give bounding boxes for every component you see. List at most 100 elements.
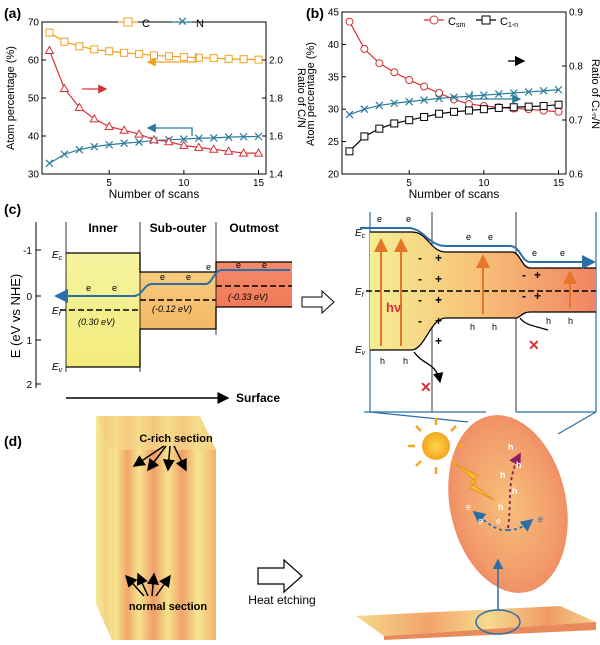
electron-path-d-right bbox=[507, 518, 534, 532]
ev-label: Ev bbox=[52, 362, 63, 374]
data-point bbox=[450, 107, 458, 116]
data-point bbox=[135, 49, 144, 58]
data-point bbox=[45, 159, 54, 168]
plot-frame-b bbox=[341, 11, 567, 175]
electron: e bbox=[466, 502, 471, 512]
data-point bbox=[104, 121, 115, 130]
data-point bbox=[119, 125, 129, 134]
charge-plus: + bbox=[534, 268, 541, 282]
pointer-arrow-n bbox=[146, 123, 193, 136]
ef-label-right: Ef bbox=[355, 287, 365, 299]
electron: e bbox=[160, 272, 165, 282]
data-point bbox=[345, 110, 354, 119]
panel-label-d: (d) bbox=[4, 433, 22, 449]
electron: e bbox=[406, 214, 411, 224]
data-point bbox=[45, 28, 54, 37]
value-sub-outer: (-0.12 eV) bbox=[152, 304, 192, 314]
data-point bbox=[405, 97, 414, 106]
hv-label: hν bbox=[386, 300, 401, 315]
charge-minus: - bbox=[418, 293, 422, 307]
pointer-arrow-teal-b bbox=[471, 91, 522, 104]
hole-migration-path bbox=[507, 452, 521, 529]
surface-label: Surface bbox=[236, 391, 280, 405]
ec-label-right: Ec bbox=[355, 228, 366, 240]
y-tick-label: 70 bbox=[28, 18, 40, 29]
y-right-tick-label: 0.6 bbox=[569, 170, 583, 181]
data-point bbox=[360, 105, 369, 114]
data-point bbox=[89, 113, 100, 123]
heat-etching-label: Heat etching bbox=[248, 593, 315, 607]
data-point bbox=[405, 76, 414, 85]
y-axis-label-c: E (eV vs NHE) bbox=[8, 274, 23, 359]
ev-label-right: Ev bbox=[355, 345, 366, 357]
data-point bbox=[420, 96, 429, 104]
sun-rays bbox=[408, 418, 464, 474]
data-point bbox=[238, 148, 249, 157]
data-point bbox=[194, 53, 203, 62]
data-point bbox=[59, 83, 70, 92]
hole: h bbox=[498, 502, 504, 512]
axis-ticks-a: 5 10 15 30 40 50 60 70 1.4 1.6 1.8 2.0 bbox=[28, 18, 283, 190]
data-point bbox=[120, 48, 129, 57]
data-point bbox=[90, 45, 99, 54]
y-tick-label: 60 bbox=[28, 56, 40, 67]
hole: h bbox=[380, 356, 385, 366]
data-point bbox=[253, 148, 264, 157]
charge-minus: - bbox=[418, 272, 422, 286]
electrons-d: e e e e bbox=[466, 502, 543, 526]
data-point bbox=[105, 47, 114, 56]
film-slab-edge bbox=[384, 622, 596, 640]
data-point bbox=[193, 142, 204, 151]
x-axis-label-a: Number of scans bbox=[109, 187, 200, 201]
data-point bbox=[150, 51, 158, 60]
legend-b: Csm C1-n bbox=[424, 15, 518, 29]
hole: h bbox=[512, 486, 518, 496]
block-top-face bbox=[96, 416, 216, 450]
y-tick-label: 30 bbox=[328, 105, 340, 116]
data-point bbox=[224, 133, 233, 142]
y-tick-label: 35 bbox=[328, 72, 340, 83]
data-point bbox=[149, 134, 159, 144]
block-side-face bbox=[96, 416, 112, 640]
data-point bbox=[194, 134, 203, 143]
x-tick-label: 15 bbox=[553, 178, 565, 189]
y-tick-label: 45 bbox=[328, 8, 340, 19]
pointer-arrow-c bbox=[146, 53, 197, 67]
panel-d: (d) C-rich section normal section Heat e… bbox=[4, 415, 596, 640]
y-right-tick-label: 0.9 bbox=[569, 8, 583, 19]
blocked-mark-left: ✕ bbox=[420, 379, 432, 395]
y-axis-label-a: Atom percentage (%) bbox=[5, 46, 17, 150]
legend-label-n: N bbox=[196, 18, 204, 30]
electron: e bbox=[206, 262, 211, 272]
electron: e bbox=[86, 283, 91, 293]
legend-label-c1n: C1-n bbox=[500, 16, 518, 29]
data-point bbox=[375, 59, 384, 68]
data-point bbox=[390, 119, 399, 128]
hole: h bbox=[492, 322, 497, 332]
x-tick-label: 15 bbox=[253, 178, 265, 189]
data-point bbox=[420, 82, 429, 91]
normal-section-label: normal section bbox=[129, 601, 208, 613]
data-point bbox=[390, 68, 399, 77]
charge-minus: - bbox=[418, 251, 422, 265]
data-point bbox=[375, 101, 384, 110]
y-tick-label: 40 bbox=[28, 132, 40, 143]
panel-c-left: (c) E (eV vs NHE) -1 0 1 2 Inner Sub-out… bbox=[4, 201, 292, 405]
sun-icon bbox=[422, 432, 450, 460]
data-point bbox=[224, 54, 233, 63]
y-right-tick-label: 2.0 bbox=[269, 56, 283, 67]
y-right-tick-label: 1.4 bbox=[269, 170, 283, 181]
electron: e bbox=[377, 214, 382, 224]
data-point bbox=[554, 107, 563, 116]
valence-band-edge bbox=[66, 306, 292, 368]
data-point bbox=[179, 135, 188, 143]
data-point bbox=[75, 145, 84, 154]
data-point bbox=[524, 87, 533, 96]
particle bbox=[448, 415, 568, 593]
charge-minus: - bbox=[418, 314, 422, 328]
electron: e bbox=[236, 260, 241, 270]
valence-band-right bbox=[370, 311, 596, 351]
data-point bbox=[209, 54, 218, 63]
data-point bbox=[360, 132, 369, 141]
